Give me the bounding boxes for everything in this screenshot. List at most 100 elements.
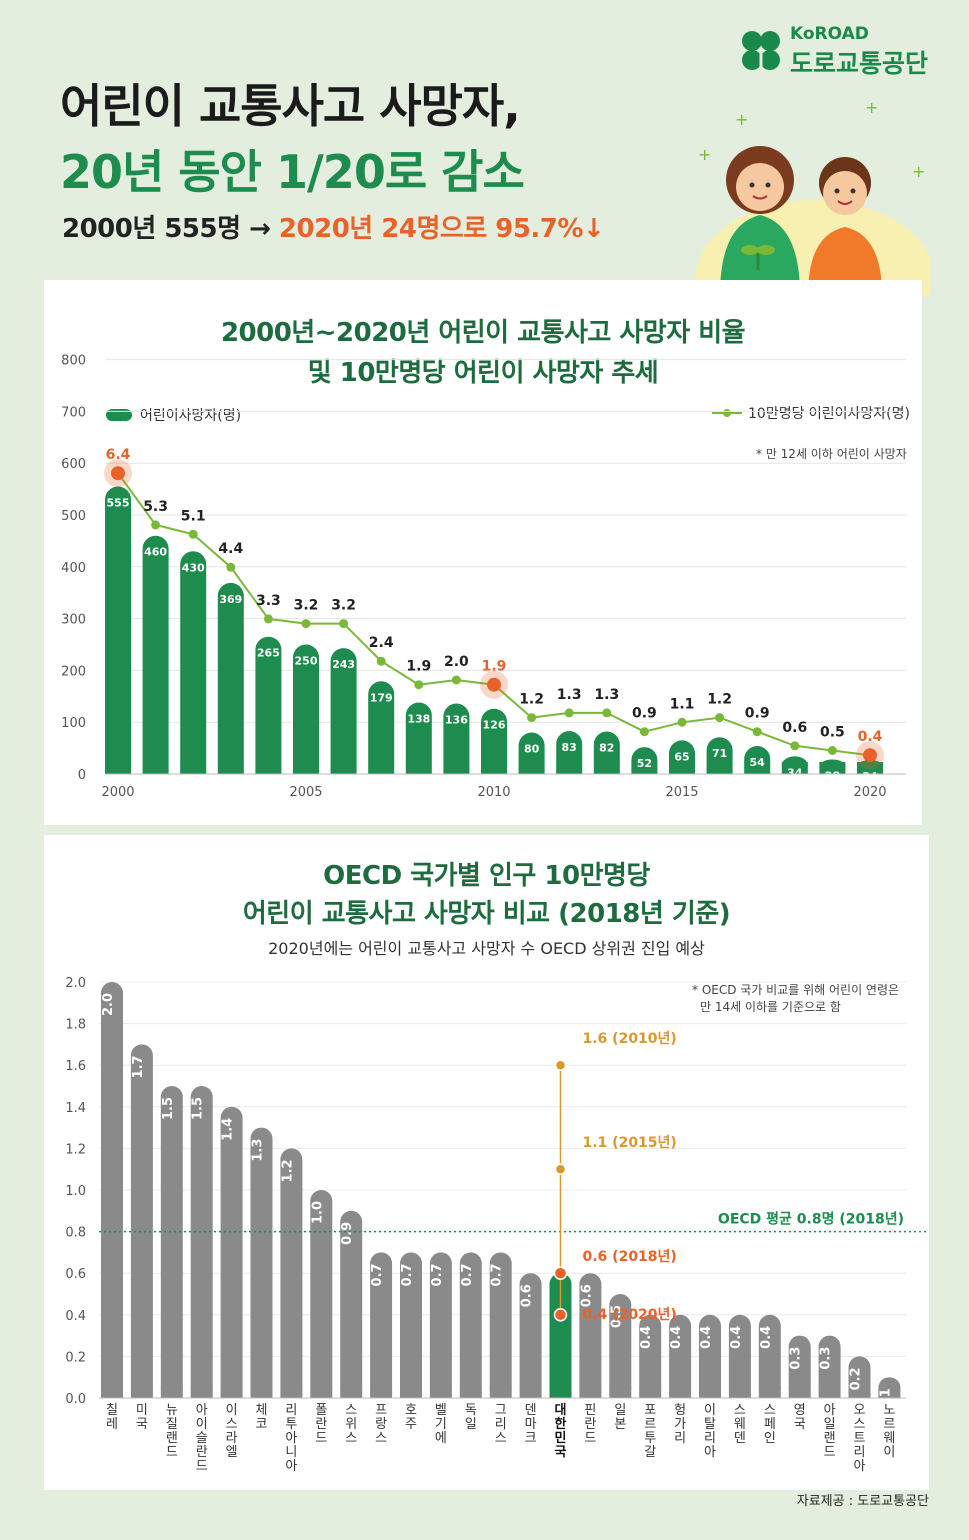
y-tick-label: 0.6 <box>65 1267 86 1282</box>
country-label-char: 기 <box>435 1417 447 1432</box>
country-label-char: 이 <box>883 1445 895 1460</box>
bar-value-label: 71 <box>712 747 727 760</box>
clover-icon <box>742 31 780 76</box>
y-tick-label: 0.8 <box>65 1226 86 1241</box>
bar-value-label: 28 <box>825 769 840 782</box>
bar-base <box>130 1387 153 1398</box>
y-tick-label: 600 <box>61 457 86 472</box>
country-label-char: 리 <box>495 1417 507 1432</box>
bar-value-label: 0.1 <box>878 1388 893 1411</box>
korea-trend-point <box>553 1308 568 1322</box>
korea-trend-point <box>554 1059 567 1071</box>
bar-base <box>142 762 169 774</box>
country-label-char: 리 <box>285 1403 297 1418</box>
rate-label: 1.1 <box>670 696 695 712</box>
country-label-char: 그 <box>495 1403 507 1418</box>
bar-base <box>579 1387 602 1398</box>
bar-포르투갈 <box>639 1314 662 1398</box>
bar-base <box>758 1387 781 1398</box>
bar-base <box>857 762 883 774</box>
rate-label: 2.4 <box>369 635 394 651</box>
headline-summary: 2000년 555명 → 2020년 24명으로 95.7%↓ <box>62 208 605 245</box>
bar-base <box>180 762 207 774</box>
rate-label: 1.9 <box>406 659 431 675</box>
y-tick-label: 2.0 <box>65 976 86 991</box>
bar-base <box>669 1387 692 1398</box>
rate-label: 5.3 <box>143 499 168 515</box>
bar-base <box>160 1387 183 1398</box>
bar-덴마크 <box>519 1273 542 1398</box>
bar-deaths-2003 <box>217 582 244 774</box>
bar-폴란드 <box>310 1190 333 1398</box>
bar-스페인 <box>758 1314 781 1398</box>
country-label-char: 민 <box>555 1430 567 1446</box>
bar-base <box>190 1387 213 1398</box>
country-label-char: 노 <box>883 1403 895 1418</box>
country-label-char: 리 <box>704 1431 716 1446</box>
country-label-char: 니 <box>285 1445 297 1460</box>
y-tick-label: 0.4 <box>65 1309 86 1324</box>
country-label-char: 아 <box>285 1431 297 1446</box>
rate-point-2011 <box>527 713 537 723</box>
country-label-char: 웨 <box>883 1431 895 1446</box>
legend-bar: 어린이사망자(명) <box>106 405 241 425</box>
rate-label: 0.9 <box>745 706 770 722</box>
korea-trend-label: 1.6 (2010년) <box>583 1031 677 1047</box>
bar-base <box>255 762 282 774</box>
bar-value-label: 136 <box>445 714 468 727</box>
country-label-char: 이 <box>226 1403 238 1418</box>
y-tick-label: 300 <box>61 613 86 628</box>
bar-value-label: 1.4 <box>221 1118 236 1141</box>
country-label-char: 일 <box>614 1403 626 1418</box>
bar-base <box>293 762 319 774</box>
rate-label: 1.9 <box>482 659 507 675</box>
bar-base <box>429 1387 452 1398</box>
x-tick-label: 2005 <box>289 785 322 800</box>
y-tick-label: 1.0 <box>65 1184 86 1199</box>
bar-value-label: 1.7 <box>131 1055 146 1078</box>
country-label-char: 트 <box>854 1431 866 1446</box>
rate-label: 0.9 <box>632 706 657 722</box>
y-tick-label: 1.2 <box>65 1142 86 1157</box>
rate-point-2003 <box>226 562 236 572</box>
rate-label: 0.6 <box>782 720 807 736</box>
bar-value-label: 24 <box>862 770 878 783</box>
country-label-char: 르 <box>883 1417 895 1432</box>
bar-base <box>443 762 470 774</box>
bar-base <box>519 1387 542 1398</box>
trend-chart-title-line2: 및 10만명당 어린이 사망자 추세 <box>307 358 659 388</box>
bar-value-label: 0.6 <box>520 1284 535 1307</box>
bar-미국 <box>130 1044 153 1398</box>
country-label-char: 덴 <box>734 1431 746 1446</box>
summary-to: 2020년 24명으로 95.7%↓ <box>278 214 605 244</box>
bar-이탈리아 <box>699 1314 721 1398</box>
country-label-char: 호 <box>405 1403 417 1418</box>
rate-label: 2.0 <box>444 654 469 670</box>
bar-value-label: 179 <box>370 691 393 704</box>
oecd-chart-subtitle: 2020년에는 어린이 교통사고 사망자 수 OECD 상위권 진입 예상 <box>268 939 705 958</box>
country-label-char: 드 <box>166 1445 178 1460</box>
bar-리투아니아 <box>280 1148 303 1398</box>
country-label-char: 투 <box>644 1431 656 1446</box>
bar-base <box>280 1387 303 1398</box>
country-label-char: 란 <box>196 1445 208 1460</box>
bar-deaths-2002 <box>180 551 207 774</box>
country-label-char: 미 <box>136 1403 148 1418</box>
bar-base <box>788 1387 811 1398</box>
children-illustration: + + + + <box>695 98 930 295</box>
bar-base <box>728 1387 751 1398</box>
headline-line1: 어린이 교통사고 사망자, <box>60 79 521 133</box>
country-label-char: 아 <box>285 1459 297 1474</box>
bar-아일랜드 <box>818 1335 841 1398</box>
rate-label: 6.4 <box>106 447 131 463</box>
country-label-char: 질 <box>166 1417 178 1432</box>
y-tick-label: 800 <box>61 354 86 369</box>
bar-value-label: 83 <box>562 741 577 754</box>
trend-chart-note: * 만 12세 이하 어린이 사망자 <box>756 447 907 461</box>
